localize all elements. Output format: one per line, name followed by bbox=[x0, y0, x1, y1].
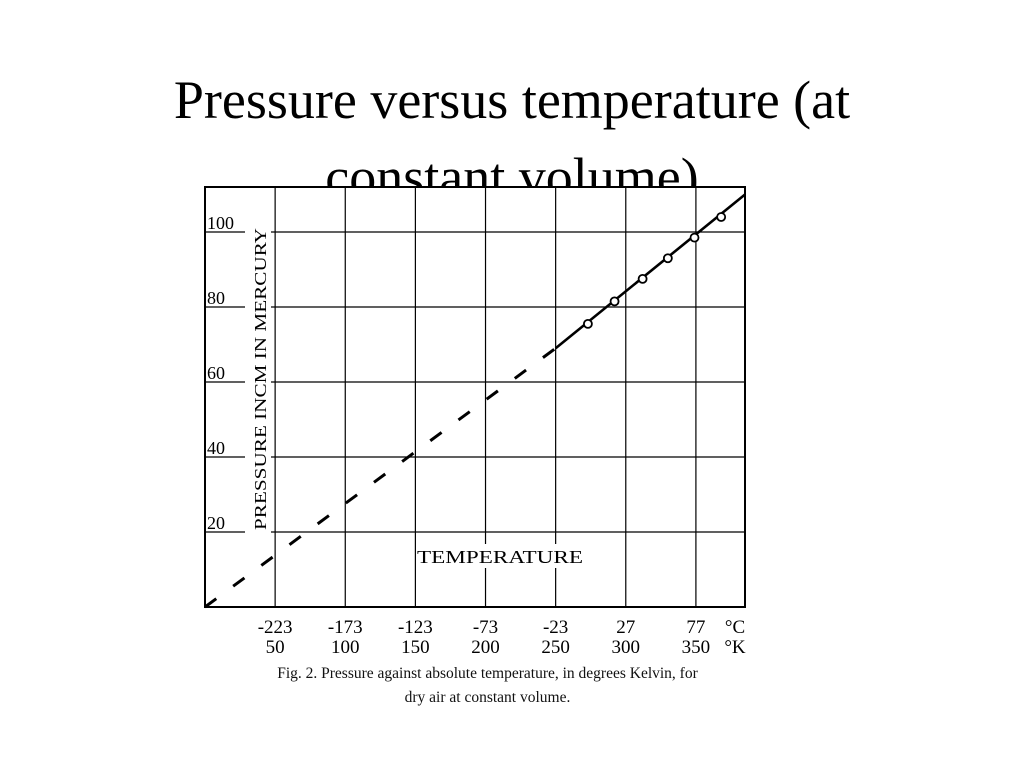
y-axis-label-background bbox=[245, 226, 271, 534]
y-tick-label: 20 bbox=[207, 513, 225, 533]
x-tick-label-celsius: 77 bbox=[686, 617, 705, 638]
figure-caption-line-2: dry air at constant volume. bbox=[404, 689, 571, 706]
figure-caption-line-1: Fig. 2. Pressure against absolute temper… bbox=[277, 665, 698, 682]
data-point bbox=[637, 273, 648, 284]
slide-title-line-1: Pressure versus temperature (at bbox=[173, 70, 851, 130]
x-tick-label-celsius: -23 bbox=[543, 617, 568, 638]
x-axis-label-background bbox=[416, 544, 584, 568]
x-tick-labels: -223 -173 -123 -73 -23 27 77 °C 50 100 150 200 250 30… bbox=[258, 617, 746, 658]
x-tick-label-kelvin: 50 bbox=[266, 637, 285, 658]
data-point bbox=[689, 232, 700, 243]
y-axis-label: PRESSURE INCM IN MERCURY bbox=[251, 228, 270, 530]
x-tick-label-celsius: -173 bbox=[328, 617, 363, 638]
y-tick-labels: 20 40 60 80 100 bbox=[207, 213, 234, 533]
plot-background bbox=[205, 187, 745, 607]
data-point bbox=[583, 318, 593, 329]
y-tick-label: 60 bbox=[207, 363, 225, 383]
x-tick-label-kelvin: 100 bbox=[331, 637, 360, 658]
plot-frame bbox=[204, 186, 746, 608]
x-tick-label-celsius: 27 bbox=[616, 617, 635, 638]
x-tick-label-celsius: -73 bbox=[473, 617, 498, 638]
x-unit-label-kelvin: °K bbox=[724, 637, 746, 658]
x-tick-label-celsius: -223 bbox=[258, 617, 293, 638]
x-tick-label-kelvin: 200 bbox=[471, 637, 500, 658]
series-line-dashed bbox=[204, 347, 557, 609]
y-tick-label: 100 bbox=[207, 213, 234, 233]
x-unit-label-celsius: °C bbox=[725, 617, 745, 638]
data-point bbox=[716, 212, 727, 222]
x-tick-label-celsius: -123 bbox=[398, 617, 433, 638]
x-tick-label-kelvin: 150 bbox=[401, 637, 430, 658]
x-tick-label-kelvin: 250 bbox=[541, 637, 570, 658]
y-tick-label: 40 bbox=[207, 438, 225, 458]
y-tick-label: 80 bbox=[207, 288, 225, 308]
data-point bbox=[662, 253, 673, 264]
x-axis-label: TEMPERATURE bbox=[417, 547, 583, 567]
data-point bbox=[609, 296, 620, 307]
x-tick-label-kelvin: 350 bbox=[682, 637, 711, 658]
grid bbox=[205, 187, 745, 607]
x-tick-label-kelvin: 300 bbox=[612, 637, 641, 658]
marker-layer bbox=[583, 212, 727, 329]
